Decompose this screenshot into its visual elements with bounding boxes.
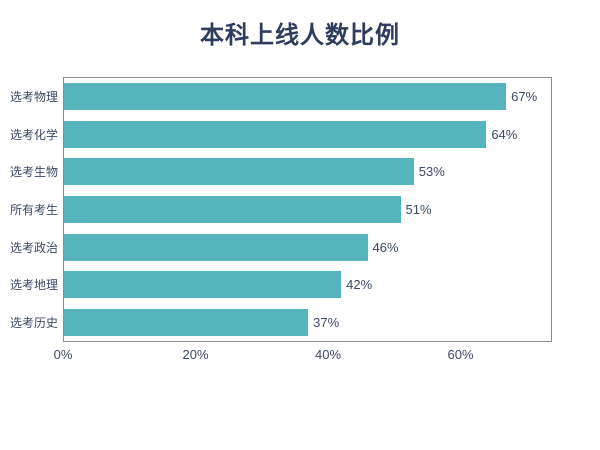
- bar-value-label: 51%: [405, 202, 432, 218]
- x-axis-tick-label: 40%: [315, 347, 342, 362]
- bar: [64, 158, 414, 186]
- bar-value-label: 46%: [372, 239, 399, 255]
- y-axis-label: 选考地理: [9, 278, 58, 293]
- bar-value-label: 53%: [418, 164, 445, 180]
- plot-area: 选考物理 67% 选考化学 64% 选考生物 53% 所有考生 51% 选考政治 46% 选考地理 4…: [10, 77, 552, 342]
- bar-value-label: 64%: [491, 126, 518, 142]
- y-axis-label: 选考生物: [9, 165, 58, 180]
- chart-title: 本科上线人数比例: [200, 22, 400, 49]
- x-axis: 0% 20% 40% 60%: [54, 347, 552, 365]
- y-axis-label: 选考政治: [9, 240, 58, 255]
- bar-row: 选考政治 46%: [10, 228, 551, 266]
- y-axis-label: 所有考生: [9, 203, 58, 218]
- bar: [64, 233, 368, 261]
- bar-value-label: 42%: [346, 277, 373, 293]
- bar: [64, 120, 487, 148]
- bar: [64, 271, 342, 299]
- bar-row: 选考生物 53%: [10, 153, 551, 191]
- bar: [64, 308, 309, 336]
- y-axis-label: 选考历史: [9, 315, 58, 330]
- y-axis-label: 选考化学: [9, 127, 58, 142]
- x-axis-tick-label: 60%: [447, 347, 474, 362]
- bar-row: 选考地理 42%: [10, 266, 551, 304]
- bar-row: 选考化学 64%: [10, 116, 551, 154]
- x-axis-tick-label: 20%: [182, 347, 209, 362]
- bar-row: 选考历史 37%: [10, 303, 551, 341]
- bar-row: 所有考生 51%: [10, 191, 551, 229]
- y-axis-label: 选考物理: [9, 90, 58, 105]
- x-axis-tick-label: 0%: [53, 347, 73, 362]
- bar-value-label: 37%: [313, 314, 340, 330]
- bar-value-label: 67%: [511, 89, 538, 105]
- bar-row: 选考物理 67%: [10, 78, 551, 116]
- bar: [64, 196, 401, 224]
- bar: [64, 83, 507, 111]
